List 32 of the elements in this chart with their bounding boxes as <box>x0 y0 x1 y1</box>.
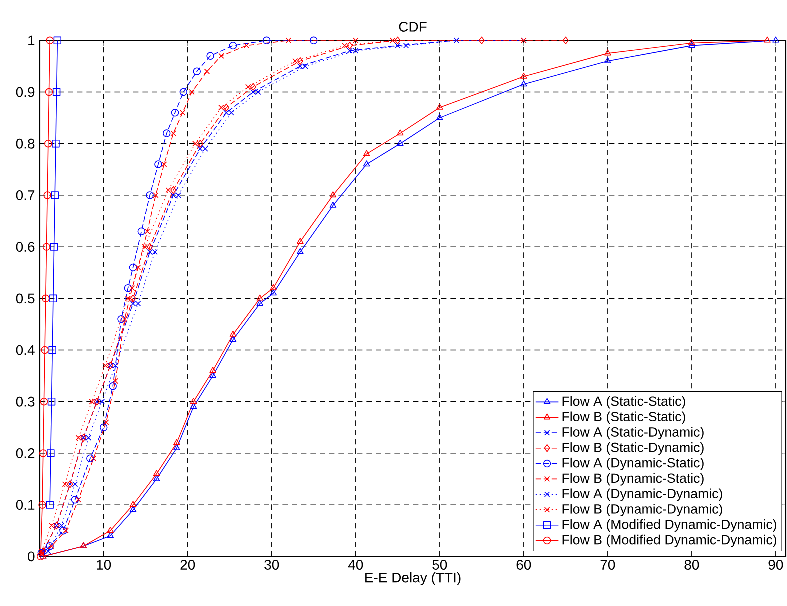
y-tick-label: 0.7 <box>16 190 35 200</box>
y-tick-label: 0.3 <box>16 396 35 407</box>
y-tick-label: 0.2 <box>16 448 35 458</box>
y-tick-label: 0.8 <box>16 138 35 149</box>
legend-label: Flow B (Static-Dynamic) <box>562 442 704 455</box>
x-tick-label: 30 <box>264 560 280 570</box>
x-tick-label: 50 <box>432 560 448 570</box>
y-tick-label: 0.9 <box>16 87 35 98</box>
x-axis-title: E-E Delay (TTI) <box>366 572 461 586</box>
y-tick-label: 0.5 <box>16 294 35 304</box>
y-tick-label: 0 <box>28 552 35 562</box>
legend-label: Flow A (Static-Static) <box>562 396 686 409</box>
x-tick-label: 20 <box>180 560 196 570</box>
x-tick-label: 40 <box>348 560 364 570</box>
x-tick-label: 70 <box>600 560 616 570</box>
legend-label: Flow B (Modified Dynamic-Dynamic) <box>562 534 776 548</box>
chart-title: CDF <box>399 22 427 32</box>
x-tick-label: 80 <box>684 560 700 570</box>
y-tick-label: 1 <box>28 36 35 46</box>
x-tick-label: 10 <box>97 560 112 570</box>
legend-label: Flow B (Dynamic-Static) <box>562 473 704 486</box>
legend-label: Flow A (Static-Dynamic) <box>562 427 704 440</box>
x-tick-label: 60 <box>516 560 532 570</box>
legend-label: Flow A (Dynamic-Static) <box>562 458 704 470</box>
legend-label: Flow B (Static-Static) <box>562 412 686 424</box>
legend-label: Flow A (Modified Dynamic-Dynamic) <box>562 520 776 532</box>
y-tick-label: 0.4 <box>16 345 35 356</box>
legend-label: Flow A (Dynamic-Dynamic) <box>562 488 722 502</box>
legend-label: Flow B (Dynamic-Dynamic) <box>562 504 722 517</box>
x-tick-label: 90 <box>768 560 784 570</box>
y-tick-label: 0.1 <box>16 500 35 510</box>
y-tick-label: 0.6 <box>16 242 35 252</box>
